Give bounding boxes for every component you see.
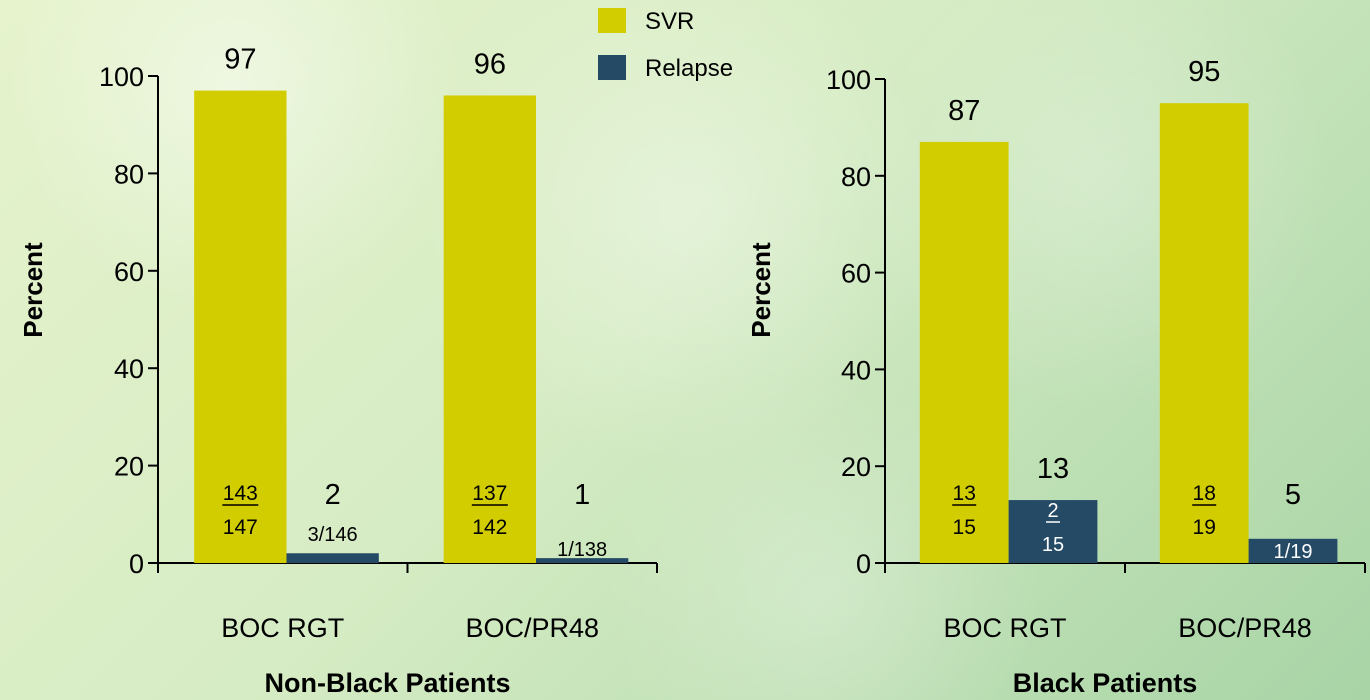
legend: SVR Relapse [598,8,733,82]
bar-relapse [535,558,629,563]
y-tick-label: 20 [114,452,144,482]
fraction-inline: 3/146 [308,524,358,546]
y-tick-label: 0 [856,549,871,579]
legend-swatch-svr [598,8,626,33]
fraction-denominator: 15 [953,516,976,539]
y-tick-label: 100 [99,62,144,92]
bar-relapse [1248,538,1338,563]
fraction-denominator: 142 [472,516,507,539]
fraction-numerator: 18 [1193,482,1216,505]
data-label-relapse: 1 [574,479,590,511]
y-tick-label: 80 [841,162,871,192]
x-tick-label: BOC RGT [221,613,344,643]
y-tick-label: 80 [114,159,144,189]
data-label-svr: 97 [224,44,256,76]
y-tick-label: 40 [841,355,871,385]
data-label-svr: 96 [474,48,506,80]
fraction-inline: 1/19 [1274,541,1313,563]
chart-panel-2: 0 20 40 60 80 100 BOC RGT BOC/PR48 Percent Black … [746,56,1366,698]
y-axis-label: Percent [746,242,776,338]
bar-svr [1159,103,1249,563]
bar-relapse [1008,500,1098,563]
fraction-denominator: 147 [223,516,258,539]
x-tick-label: BOC RGT [943,613,1066,643]
bar-svr [194,90,287,564]
y-tick-label: 20 [841,452,871,482]
y-axis-label: Percent [18,242,48,338]
data-label-svr: 87 [948,95,980,127]
legend-swatch-relapse [598,55,626,80]
chart-panel-1: 0 20 40 60 80 100 BOC RGT BOC/PR48 Percent Non-Bl… [18,44,658,698]
y-tick-label: 60 [841,259,871,289]
bar-svr [443,95,536,563]
y-tick-label: 40 [114,354,144,384]
bar-svr [919,141,1009,564]
fraction-denominator: 15 [1042,534,1064,556]
fraction-denominator: 19 [1193,516,1216,539]
data-label-relapse: 2 [325,479,341,511]
legend-label-relapse: Relapse [645,55,733,82]
panel-title: Black Patients [1013,668,1198,698]
legend-label-svr: SVR [645,8,694,35]
fraction-numerator: 137 [472,482,507,505]
data-label-relapse: 5 [1285,479,1301,511]
data-label-svr: 95 [1188,56,1220,88]
y-tick-label: 0 [129,549,144,579]
fraction-numerator: 2 [1047,500,1058,522]
fraction-numerator: 143 [223,482,258,505]
x-tick-label: BOC/PR48 [1178,613,1312,643]
y-tick-label: 60 [114,257,144,287]
panel-title: Non-Black Patients [264,668,510,698]
fraction-inline: 1/138 [557,539,607,561]
x-tick-label: BOC/PR48 [465,613,599,643]
bar-relapse [286,553,379,563]
fraction-numerator: 13 [953,482,976,505]
y-tick-label: 100 [826,65,871,95]
data-label-relapse: 13 [1037,453,1069,485]
